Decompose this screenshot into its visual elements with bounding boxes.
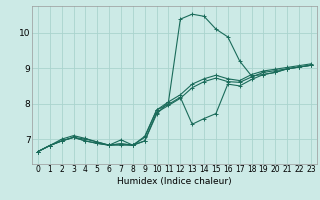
X-axis label: Humidex (Indice chaleur): Humidex (Indice chaleur) bbox=[117, 177, 232, 186]
